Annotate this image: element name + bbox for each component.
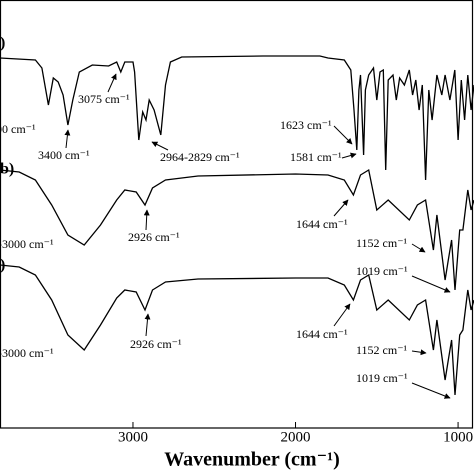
x-tick-label: 2000 <box>281 429 311 445</box>
annotation: 1152 cm⁻¹ <box>356 343 408 357</box>
annotation: 1152 cm⁻¹ <box>356 236 408 250</box>
annotation-arrow <box>144 313 151 337</box>
spectrum-line <box>0 55 474 181</box>
annotation-arrow <box>143 209 150 231</box>
annotation: 1019 cm⁻¹ <box>356 371 408 385</box>
panel-label: ) <box>0 35 5 52</box>
panel-label: b) <box>0 161 14 178</box>
annotation-arrow <box>411 275 451 293</box>
annotation: 1623 cm⁻¹ <box>280 118 332 132</box>
annotation-arrow <box>151 141 169 151</box>
annotation-arrow <box>411 243 426 253</box>
annotation: 0-3000 cm⁻¹ <box>0 346 54 360</box>
annotation: 3400 cm⁻¹ <box>38 148 90 162</box>
plot-frame <box>0 0 474 429</box>
annotation-arrow <box>64 129 71 149</box>
annotation: 2926 cm⁻¹ <box>130 337 182 351</box>
annotation: 2926 cm⁻¹ <box>128 230 180 244</box>
spectrum-line <box>0 168 474 291</box>
x-axis-label: Wavenumber (cm⁻¹) <box>164 449 340 471</box>
annotation-arrow <box>333 199 349 217</box>
annotation: 1581 cm⁻¹ <box>290 150 342 164</box>
x-tick-label: 3000 <box>118 429 148 445</box>
annotation-arrow <box>341 152 357 159</box>
annotation: 1019 cm⁻¹ <box>356 264 408 278</box>
annotation: 2964-2829 cm⁻¹ <box>160 150 240 164</box>
annotation: 0-3000 cm⁻¹ <box>0 237 54 251</box>
annotation-arrow <box>411 349 427 356</box>
annotation: 1644 cm⁻¹ <box>296 327 348 341</box>
annotation: 3075 cm⁻¹ <box>78 92 130 106</box>
annotation-arrow <box>411 382 451 399</box>
panel-label: ) <box>0 257 5 274</box>
spectrum-line <box>0 264 474 396</box>
annotation: 1644 cm⁻¹ <box>296 217 348 231</box>
annotation: 00 cm⁻¹ <box>0 122 36 136</box>
annotation-arrow <box>107 73 117 93</box>
annotation-arrow <box>333 125 353 145</box>
x-tick-label: 1000 <box>443 429 473 445</box>
annotation-arrow <box>333 303 351 327</box>
